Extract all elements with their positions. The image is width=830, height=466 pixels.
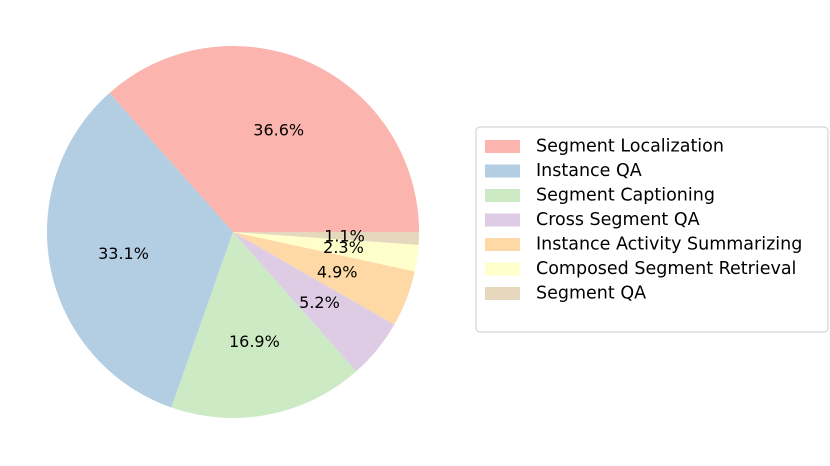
pie-slice-instance-activity-summarizing [233, 232, 415, 325]
legend-label-segment-localization: Segment Localization [536, 137, 724, 157]
legend-swatch-instance-qa [485, 164, 520, 178]
legend-swatch-segment-localization [485, 140, 520, 153]
legend-swatch-instance-activity-summarizing [485, 238, 520, 251]
pie-slices [47, 45, 420, 418]
legend-label-instance-qa: Instance QA [536, 161, 642, 181]
pie-slice-segment-localization [109, 45, 420, 232]
legend-frame [475, 126, 829, 333]
legend-swatch-cross-segment-qa [485, 213, 520, 227]
legend-swatch-segment-qa [485, 287, 520, 300]
legend-label-composed-segment-retrieval: Composed Segment Retrieval [536, 259, 796, 279]
legend-swatch-composed-segment-retrieval [485, 262, 520, 276]
legend-swatch-segment-captioning [485, 189, 520, 202]
legend-label-instance-activity-summarizing: Instance Activity Summarizing [536, 235, 802, 255]
pie-label-cross-segment-qa: 5.2% [299, 293, 340, 312]
pie-slice-segment-qa [233, 232, 419, 245]
pie-percentage-labels: 36.6% 33.1% 16.9% 5.2% 4.9% 2.3%1.1% [98, 121, 365, 351]
pie-label-segment-qa: 1.1% [324, 226, 365, 245]
legend: Segment Localization Instance QA Segment C… [475, 126, 829, 333]
legend-label-cross-segment-qa: Cross Segment QA [536, 210, 700, 230]
pie-slice-instance-qa [47, 92, 234, 408]
pie-label-segment-captioning: 16.9% [229, 332, 280, 351]
pie-slice-segment-captioning [171, 232, 357, 418]
pie-label-segment-localization: 36.6% [253, 121, 304, 140]
pie-label-composed-segment-retrieval: 2.3% [323, 238, 364, 257]
legend-label-segment-qa: Segment QA [536, 284, 646, 304]
pie-label-instance-activity-summarizing: 4.9% [317, 263, 358, 282]
legend-label-segment-captioning: Segment Captioning [536, 186, 715, 206]
pie-slice-composed-segment-retrieval [233, 232, 419, 272]
pie-label-instance-qa: 33.1% [98, 244, 149, 263]
pie-slice-cross-segment-qa [233, 232, 395, 372]
